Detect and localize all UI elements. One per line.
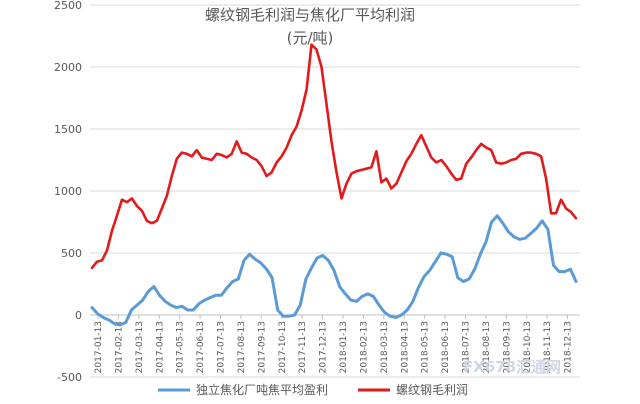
y-tick-label: 1000 <box>54 185 82 198</box>
x-tick-label: 2018-03-13 <box>380 321 390 373</box>
y-axis-ticks: -500 0 500 1000 1500 2000 2500 <box>54 0 82 384</box>
y-tick-label: 2500 <box>54 0 82 12</box>
y-tick-label: 500 <box>61 247 82 260</box>
x-tick-label: 2017-01-13 <box>94 321 104 373</box>
x-tick-label: 2018-01-13 <box>339 321 349 373</box>
gridlines <box>90 4 580 378</box>
x-tick-label: 2017-10-13 <box>278 321 288 373</box>
chart-subtitle: (元/吨) <box>287 29 334 47</box>
x-tick-label: 2017-02-13 <box>114 321 124 373</box>
x-tick-label: 2018-12-13 <box>564 321 574 373</box>
watermark-logo: FX678汇通网 <box>463 358 561 376</box>
x-tick-label: 2017-12-13 <box>319 321 329 373</box>
x-tick-label: 2017-06-13 <box>196 321 206 373</box>
legend-label-rebar: 螺纹钢毛利润 <box>396 383 468 397</box>
x-tick-label: 2017-11-13 <box>298 321 308 373</box>
x-tick-label: 2018-07-13 <box>462 321 472 373</box>
x-tick-label: 2018-09-13 <box>502 321 512 373</box>
series-line-rebar-profit <box>90 43 578 270</box>
x-tick-label: 2017-08-13 <box>237 321 247 373</box>
x-tick-label: 2017-03-13 <box>135 321 145 373</box>
series-line-coke-profit <box>90 214 578 327</box>
x-tick-label: 2018-02-13 <box>359 321 369 373</box>
legend: 独立焦化厂吨焦平均盈利 螺纹钢毛利润 <box>158 382 468 397</box>
x-tick-label: 2018-05-13 <box>421 321 431 373</box>
x-tick-label: 2017-07-13 <box>217 321 227 373</box>
x-tick-label: 2017-05-13 <box>176 321 186 373</box>
x-tick-label: 2018-06-13 <box>441 321 451 373</box>
x-tick-label: 2018-11-13 <box>543 321 553 373</box>
y-tick-label: 1500 <box>54 123 82 136</box>
y-tick-label: 2000 <box>54 61 82 74</box>
x-tick-label: 2017-04-13 <box>155 321 165 373</box>
legend-label-coke: 独立焦化厂吨焦平均盈利 <box>196 382 328 397</box>
x-axis-ticks: 2017-01-13 2017-02-13 2017-03-13 2017-04-13… <box>94 315 574 373</box>
y-tick-label: 0 <box>75 309 82 322</box>
x-tick-label: 2018-10-13 <box>523 321 533 373</box>
x-tick-label: 2018-04-13 <box>400 321 410 373</box>
y-tick-label: -500 <box>57 371 82 384</box>
chart-title: 螺纹钢毛利润与焦化厂平均利润 <box>205 6 415 24</box>
series-lines <box>90 43 578 327</box>
x-tick-label: 2017-09-13 <box>257 321 267 373</box>
x-tick-label: 2018-08-13 <box>482 321 492 373</box>
